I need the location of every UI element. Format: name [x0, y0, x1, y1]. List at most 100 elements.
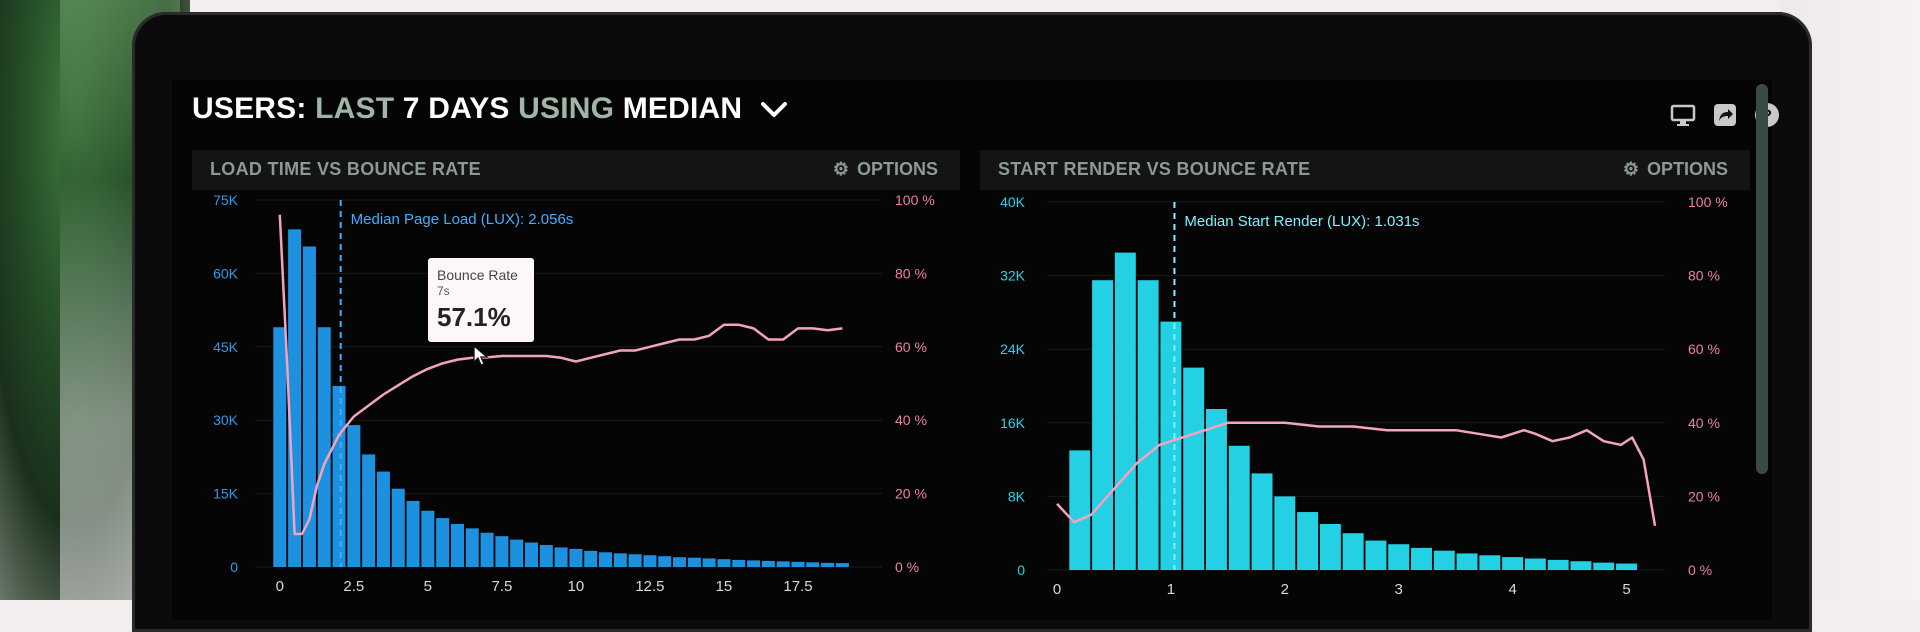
options-button[interactable]: ⚙ OPTIONS: [833, 159, 938, 180]
bar: [732, 559, 746, 567]
title-range-dropdown[interactable]: 7 DAYS: [402, 92, 510, 125]
bar: [1274, 496, 1296, 570]
bar: [1433, 550, 1455, 570]
x-tick-label: 2: [1281, 581, 1289, 598]
y-tick-label: 16K: [1000, 415, 1026, 431]
bar: [1183, 367, 1205, 570]
bar: [584, 550, 598, 567]
bar: [436, 518, 450, 567]
chevron-down-icon[interactable]: [760, 102, 787, 118]
bar: [480, 532, 494, 567]
bar: [317, 327, 331, 567]
x-tick-label: 17.5: [783, 578, 812, 595]
bar: [569, 548, 583, 567]
options-label: OPTIONS: [856, 159, 938, 179]
bar: [1092, 280, 1114, 570]
bar: [1160, 321, 1182, 570]
x-tick-label: 10: [568, 578, 585, 595]
bar: [791, 561, 805, 567]
vertical-scrollbar[interactable]: [1756, 84, 1768, 474]
panel-header-load-time: LOAD TIME VS BOUNCE RATE ⚙ OPTIONS: [192, 150, 960, 190]
bar: [1137, 280, 1159, 570]
bar: [347, 425, 361, 567]
monitor-icon[interactable]: [1670, 102, 1696, 128]
y-tick-label: 40K: [1000, 194, 1026, 210]
title-metric-dropdown[interactable]: MEDIAN: [622, 92, 743, 125]
bar: [524, 542, 539, 567]
title-using: USING: [518, 92, 615, 125]
bar: [687, 557, 701, 567]
y2-tick-label: 40 %: [895, 412, 927, 428]
y2-tick-label: 60 %: [895, 339, 927, 355]
bar: [613, 553, 627, 567]
y2-tick-label: 80 %: [1688, 268, 1720, 284]
bar: [406, 500, 420, 567]
bar: [465, 528, 479, 567]
y-tick-label: 8K: [1008, 488, 1026, 504]
gear-icon: ⚙: [1622, 159, 1639, 179]
load-time-chart: 0 15K 30K 45K 60K 75K 0 % 20 % 40 % 60 % 80 % 100 %…: [213, 192, 935, 595]
options-button[interactable]: ⚙ OPTIONS: [1623, 159, 1728, 180]
x-tick-label: 1: [1167, 581, 1175, 598]
bar: [717, 559, 731, 567]
x-tick-label: 2.5: [343, 578, 364, 595]
y2-tick-label: 20 %: [895, 486, 927, 502]
x-tick-label: 0: [276, 578, 284, 595]
y-tick-label: 32K: [1000, 268, 1026, 284]
y-tick-label: 30K: [213, 412, 239, 428]
bounce-rate-tooltip: Bounce Rate 7s 57.1%: [428, 258, 534, 342]
page-title: USERS: LAST 7 DAYS USING MEDIAN: [192, 92, 787, 126]
bar: [391, 488, 405, 567]
bar: [702, 558, 716, 567]
bar: [1251, 473, 1273, 570]
bar: [643, 555, 657, 567]
bar: [1524, 558, 1546, 570]
bar: [1502, 557, 1524, 570]
bar: [806, 562, 820, 567]
bar: [1319, 524, 1341, 570]
x-tick-label: 0: [1053, 581, 1061, 598]
bar: [1593, 562, 1615, 570]
y-tick-label: 15K: [213, 486, 239, 502]
bar: [598, 552, 613, 567]
y-tick-label: 0: [1017, 562, 1025, 578]
y2-tick-label: 80 %: [895, 265, 927, 281]
y2-tick-label: 60 %: [1688, 341, 1720, 357]
bar: [362, 454, 376, 567]
y2-tick-label: 100 %: [1688, 194, 1728, 210]
x-tick-label: 5: [1622, 581, 1630, 598]
share-icon[interactable]: [1712, 102, 1738, 128]
bar: [628, 554, 642, 567]
bar: [1456, 553, 1478, 570]
tooltip-value: 57.1%: [437, 302, 511, 332]
panel-title: START RENDER VS BOUNCE RATE: [998, 159, 1311, 179]
bar: [761, 560, 775, 567]
bar: [1069, 450, 1091, 570]
x-tick-label: 3: [1395, 581, 1403, 598]
median-annotation: Median Page Load (LUX): 2.056s: [351, 211, 574, 228]
tooltip-label: Bounce Rate: [437, 267, 518, 283]
y-tick-label: 24K: [1000, 341, 1026, 357]
panel-title: LOAD TIME VS BOUNCE RATE: [210, 159, 481, 179]
gear-icon: ⚙: [832, 159, 849, 179]
x-tick-label: 5: [424, 578, 432, 595]
title-last: LAST: [315, 92, 395, 125]
y-tick-label: 45K: [213, 339, 239, 355]
bar: [495, 536, 509, 567]
x-tick-label: 12.5: [635, 578, 664, 595]
title-prefix: USERS:: [192, 92, 307, 125]
bar: [673, 557, 687, 567]
x-tick-label: 15: [716, 578, 733, 595]
panel-header-start-render: START RENDER VS BOUNCE RATE ⚙ OPTIONS: [980, 150, 1750, 190]
bar: [450, 523, 464, 567]
bar: [1479, 555, 1501, 570]
y2-tick-label: 0 %: [1688, 562, 1712, 578]
bar: [421, 510, 435, 567]
x-tick-label: 4: [1508, 581, 1516, 598]
bar: [273, 327, 287, 567]
x-tick-label: 7.5: [491, 578, 512, 595]
y2-tick-label: 40 %: [1688, 415, 1720, 431]
bar: [1570, 561, 1592, 570]
options-label: OPTIONS: [1646, 159, 1728, 179]
mouse-cursor-icon: [473, 345, 489, 366]
